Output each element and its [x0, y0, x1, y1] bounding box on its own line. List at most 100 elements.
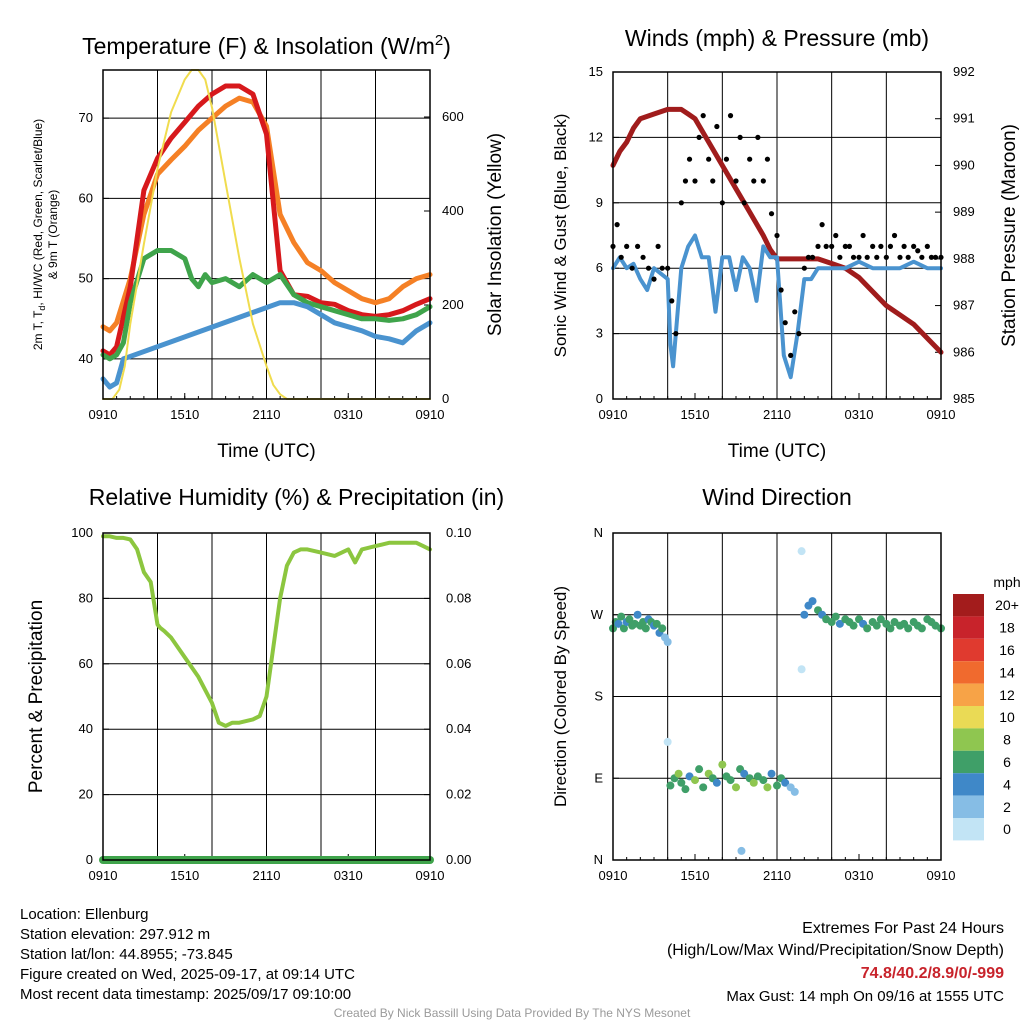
gust-point	[669, 298, 675, 304]
y2-tick-label: 987	[953, 298, 975, 313]
direction-point	[872, 621, 881, 630]
gust-point	[856, 254, 862, 260]
y-tick-label: 3	[596, 326, 603, 341]
x-tick-label: 0910	[89, 868, 118, 883]
direction-point	[904, 624, 913, 633]
gust-point	[815, 243, 821, 249]
plot-border	[612, 532, 942, 861]
y-tick-label: 20	[79, 787, 93, 802]
gust-point	[782, 320, 788, 326]
station-info: Location: Ellenburg Station elevation: 2…	[20, 905, 355, 1005]
y-tick-label: 0	[596, 391, 603, 406]
plot-border	[102, 69, 431, 400]
y2-tick-label: 989	[953, 204, 975, 219]
direction-point	[614, 619, 623, 628]
gust-point	[837, 254, 843, 260]
direction-point	[625, 615, 634, 624]
y-axis-label: Percent & Precipitation	[26, 600, 47, 793]
max-gust: Max Gust: 14 mph On 09/16 at 1555 UTC	[726, 988, 1004, 1005]
y2-tick-label: 0.00	[446, 852, 471, 867]
x-tick-label: 1510	[170, 868, 199, 883]
gust-point	[673, 331, 679, 337]
gust-point	[809, 254, 816, 260]
gust-point	[842, 243, 848, 249]
x-tick-label: 2110	[253, 868, 281, 883]
gust-point	[801, 265, 807, 271]
gust-point	[618, 254, 624, 260]
x-tick-label: 2110	[763, 868, 791, 883]
y2-tick-label: 986	[953, 344, 975, 359]
y-tick-label: 6	[596, 260, 603, 275]
gust-point	[897, 254, 903, 260]
colorbar-tick-label: 2	[1003, 799, 1011, 815]
colorbar-tick-label: 12	[999, 687, 1015, 703]
direction-point	[790, 787, 799, 796]
gust-point	[727, 113, 734, 119]
direction-point	[749, 778, 758, 787]
y2-tick-label: 0.02	[446, 787, 471, 802]
direction-point	[831, 612, 840, 621]
direction-point	[827, 618, 836, 627]
y-tick-label: S	[594, 689, 603, 704]
x-tick-label: 1510	[681, 868, 710, 883]
humidity-precip-panel: 0910 1510 2110 0310 09100204060801000.000.02…	[26, 484, 504, 883]
gust-point	[624, 243, 630, 249]
colorbar-swatch	[953, 728, 984, 751]
colorbar-swatch	[953, 661, 984, 684]
y2-tick-label: 0	[442, 391, 449, 406]
info-timestamp: Most recent data timestamp: 2025/09/17 0…	[20, 986, 352, 1003]
direction-point	[617, 612, 626, 621]
speed-colorbar: mph 20+ 18 16 14 12 10 8 6 4 2 0	[953, 574, 1021, 841]
x-tick-label: 0310	[334, 407, 363, 422]
colorbar-swatch	[953, 706, 984, 729]
colorbar-tick-label: 0	[1003, 821, 1011, 837]
gust-point	[645, 265, 652, 271]
y2-tick-label: 992	[953, 64, 975, 79]
direction-point	[759, 776, 768, 785]
windchill-line	[100, 300, 433, 390]
gust-point	[919, 254, 925, 260]
plot-border	[102, 532, 431, 861]
gust-point	[764, 156, 771, 162]
direction-point	[740, 769, 749, 778]
info-latlon: Station lat/lon: 44.8955; -73.845	[20, 946, 233, 963]
title-part: )	[443, 33, 451, 59]
gust-point	[665, 265, 671, 271]
gust-point	[819, 222, 825, 228]
gust-point	[696, 134, 702, 140]
temperature-insolation-panel: 0910 1510 2110 0310 0910 40 50 60 70 0 200 400 600 Te…	[31, 32, 506, 462]
direction-point	[849, 621, 858, 630]
y-tick-label: 100	[71, 525, 93, 540]
direction-point	[663, 737, 672, 746]
gust-point	[901, 243, 907, 249]
x-tick-label: 0310	[334, 868, 363, 883]
gust-point	[768, 211, 775, 217]
extremes-values: 74.8/40.2/8.9/0/-999	[860, 965, 1004, 982]
gust-point	[755, 134, 761, 140]
direction-point	[674, 769, 683, 778]
extremes-title: Extremes For Past 24 Hours	[802, 920, 1004, 937]
gust-point	[805, 254, 812, 260]
gust-point	[700, 113, 706, 119]
y2-tick-label: 985	[953, 391, 975, 406]
y-tick-label: 12	[589, 129, 603, 144]
direction-point	[699, 783, 708, 792]
panel-title: Winds (mph) & Pressure (mb)	[625, 25, 929, 51]
y-tick-label: 50	[79, 271, 93, 286]
extremes-legend: (High/Low/Max Wind/Precipitation/Snow De…	[666, 942, 1004, 959]
gust-point	[733, 178, 739, 184]
gust-point	[751, 178, 757, 184]
y2-tick-label: 0.08	[446, 590, 471, 605]
colorbar-tick-label: 8	[1003, 732, 1011, 748]
pressure-line	[610, 106, 944, 355]
y2-tick-label: 600	[442, 109, 464, 124]
gust-point	[864, 254, 870, 260]
x-tick-label: 0910	[416, 868, 445, 883]
gust-point	[723, 156, 730, 162]
x-tick-label: 0910	[599, 868, 628, 883]
direction-point	[652, 619, 661, 628]
y2-tick-label: 990	[953, 157, 975, 172]
colorbar-swatch	[953, 795, 984, 818]
direction-point	[767, 769, 776, 778]
direction-point	[658, 624, 667, 633]
